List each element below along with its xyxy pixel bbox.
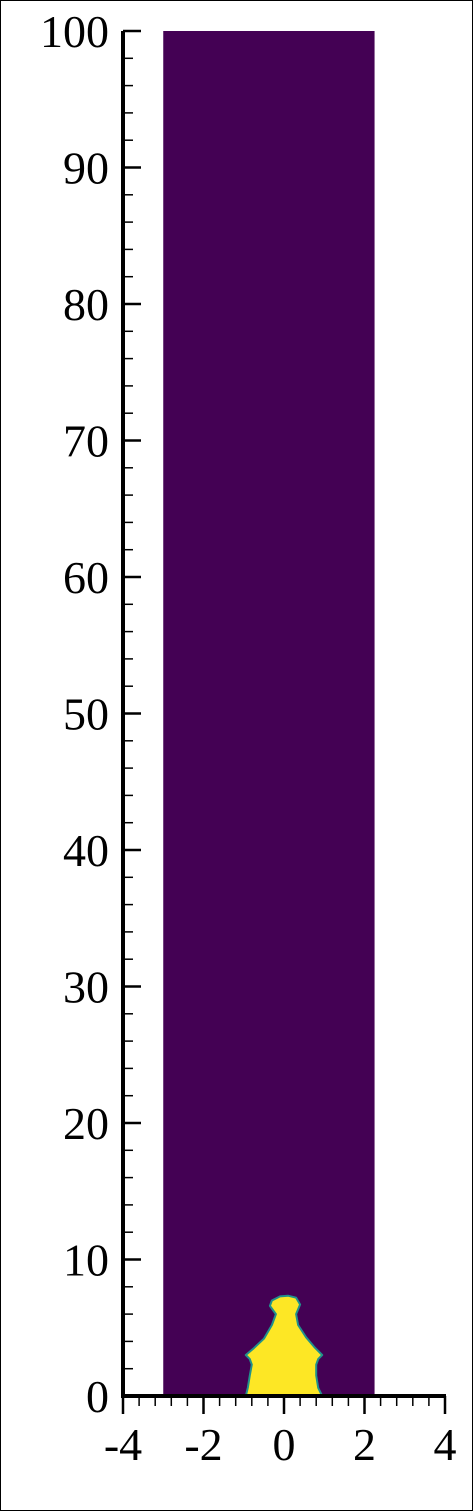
y-tick-label: 40 xyxy=(63,825,109,876)
plume-region xyxy=(244,1294,324,1397)
x-tick-label: 0 xyxy=(273,1419,296,1470)
y-tick-label: 50 xyxy=(63,689,109,740)
y-tick-label: 10 xyxy=(63,1235,109,1286)
x-tick-label: -2 xyxy=(184,1419,222,1470)
y-tick-label: 70 xyxy=(63,416,109,467)
y-tick-label: 100 xyxy=(40,6,109,57)
y-tick-label: 90 xyxy=(63,143,109,194)
x-tick-label: 4 xyxy=(434,1419,457,1470)
tick-label-layer: 0 10 20 30 40 50 60 70 80 90 100 -4 -2 0 2 4 xyxy=(40,6,457,1470)
y-tick-label: 60 xyxy=(63,552,109,603)
axes-layer xyxy=(121,29,447,1414)
y-tick-label: 80 xyxy=(63,279,109,330)
x-tick-label: -4 xyxy=(104,1419,142,1470)
y-tick-label: 30 xyxy=(63,962,109,1013)
y-tick-label: 0 xyxy=(86,1371,109,1422)
field-background xyxy=(163,31,375,1396)
field-layer xyxy=(163,31,375,1397)
y-tick-label: 20 xyxy=(63,1098,109,1149)
x-tick-label: 2 xyxy=(353,1419,376,1470)
